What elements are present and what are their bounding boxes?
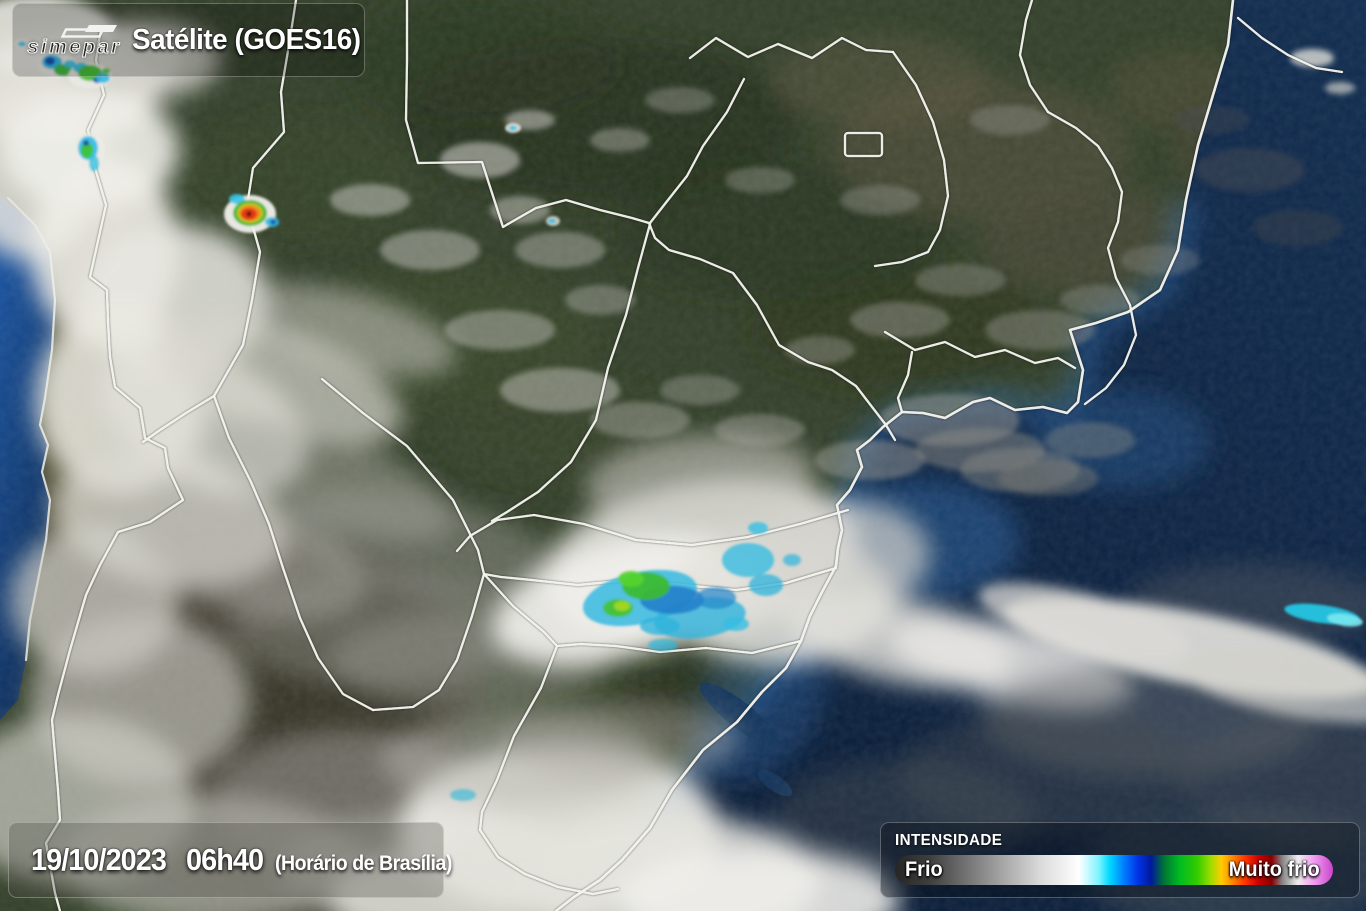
simepar-logo-icon [61,25,118,38]
simepar-logo: simepar [27,23,121,58]
legend-title: INTENSIDADE [895,832,1003,849]
timestamp-panel: 19/10/2023 06h40 (Horário de Brasília) [8,822,452,898]
legend-min-label: Frio [905,858,943,881]
timestamp-date: 19/10/2023 [31,842,167,877]
cold-cloud-top-cells [14,39,1363,801]
state-borders [44,0,1344,911]
header-panel: simepar Satélite (GOES16) [12,3,365,77]
map-title: Satélite (GOES16) [132,23,361,56]
legend-gradient-bar: Frio Muito frio [895,855,1333,885]
distrito-federal-border [843,131,884,158]
legend-max-label: Muito frio [1229,858,1320,881]
timestamp-time: 06h40 [186,842,264,877]
legend-panel: INTENSIDADE Frio Muito frio [880,822,1360,898]
timestamp: 19/10/2023 06h40 (Horário de Brasília) [31,842,465,878]
timestamp-timezone-note: (Horário de Brasília) [275,852,452,875]
simepar-logo-text: simepar [27,37,122,58]
